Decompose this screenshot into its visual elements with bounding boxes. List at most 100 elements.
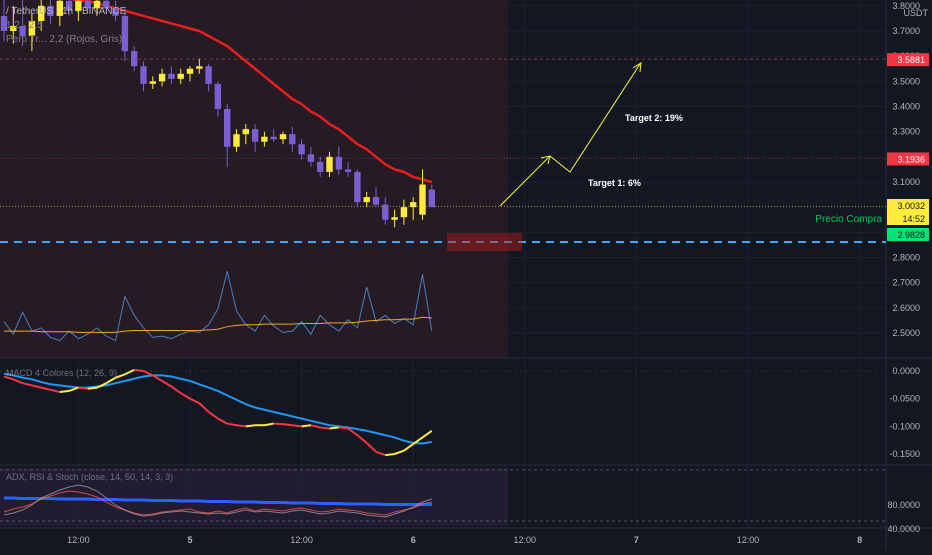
candle-body [400, 207, 408, 218]
candle-body [251, 129, 259, 142]
macd-signal-segment [180, 392, 191, 400]
candle-body [428, 189, 435, 208]
macd-signal-segment [115, 373, 126, 379]
macd-signal-segment [143, 370, 154, 377]
volume-line [3, 271, 433, 342]
candle-body [103, 0, 110, 9]
candle-body [344, 169, 352, 172]
candle-body [177, 73, 184, 79]
moving-average [70, 0, 433, 184]
adx-tick: 40.0000 [887, 524, 920, 534]
adx-axis[interactable]: 80.0000 40.0000 [887, 500, 920, 534]
projection-arrow [499, 63, 641, 207]
macd-signal-segment [273, 422, 284, 426]
macd-signal-segment [356, 434, 368, 444]
time-tick: 12:00 [67, 535, 90, 545]
candle-body [75, 0, 82, 11]
history-shading [0, 0, 508, 358]
buy-zone [447, 233, 522, 251]
candle-body [112, 8, 119, 16]
adx-pane [0, 469, 886, 522]
candles [0, 0, 435, 228]
target-2-label: Target 2: 19% [625, 113, 683, 123]
adx-tick: 80.0000 [887, 500, 920, 510]
time-tick: 6 [411, 535, 416, 545]
candle-body [38, 5, 45, 21]
macd-signal-segment [3, 375, 14, 381]
candle-body [242, 129, 249, 135]
candle-body [354, 171, 361, 203]
candle-body [196, 66, 203, 69]
macd-signal-segment [208, 411, 219, 420]
macd-signal-segment [412, 436, 424, 445]
macd-signal-segment [22, 382, 33, 387]
candle-body [84, 0, 91, 9]
time-tick: 8 [857, 535, 862, 545]
target-2-level-tag-label: 3.5881 [897, 55, 925, 65]
price-level-tags: 3.5881 3.1936 3.0032 14:52 2.9828 [887, 53, 929, 241]
macd-signal-segment [161, 380, 172, 388]
macd-signal-segment [301, 424, 312, 428]
volume-ma-line [4, 316, 432, 333]
target-1-level-tag [887, 152, 929, 166]
price-tick: 3.7000 [892, 26, 920, 36]
time-tick: 7 [634, 535, 639, 545]
macd-signal-segment [385, 453, 395, 457]
time-axis[interactable]: 12:00 5 12:00 6 12:00 7 12:00 8 [67, 535, 862, 545]
candle-body [168, 73, 175, 79]
candle-body [149, 81, 156, 84]
macd-signal-segment [310, 424, 321, 429]
macd-signal-segment [68, 386, 79, 392]
macd-tick: -0.1000 [889, 421, 920, 431]
macd-signal-segment [217, 417, 228, 425]
macd-signal-segment [394, 449, 405, 455]
grid [0, 0, 886, 528]
indicator-line-1: 1,2 · 2,5 [6, 20, 43, 31]
target-2-level-tag [887, 53, 929, 67]
candle-body [382, 204, 389, 220]
stoch-line [3, 484, 432, 518]
macd-tick: 0.0000 [892, 366, 920, 376]
time-tick: 12:00 [514, 535, 537, 545]
candle-body [28, 20, 36, 37]
macd-signal-segment [152, 374, 163, 382]
price-tick: 2.5000 [892, 328, 920, 338]
macd-signal-segment [375, 450, 386, 457]
macd-signal-segment [264, 422, 274, 427]
buy-level-tag [887, 228, 929, 241]
price-tick: 2.6000 [892, 303, 920, 313]
candle-body [307, 154, 315, 162]
volume-pane [3, 271, 433, 342]
symbol-title[interactable]: / TetherUS · 1h · BINANCE [6, 6, 127, 17]
macd-signal-segment [403, 443, 414, 452]
candle-body [317, 161, 324, 172]
ma-line [70, 0, 433, 184]
macd-tick: -0.0500 [889, 394, 920, 404]
price-tick: 3.8000 [892, 1, 920, 11]
macd-signal-segment [170, 385, 182, 394]
price-tick: 2.7000 [892, 278, 920, 288]
candle-body [158, 73, 166, 82]
macd-signal-segment [12, 378, 23, 385]
candle-body [205, 66, 212, 84]
price-tick: 3.5000 [892, 76, 920, 86]
candle-body [121, 15, 129, 52]
candle-body [335, 156, 342, 170]
candle-body [19, 25, 26, 37]
candle-body [261, 136, 268, 142]
macd-signal-segment [366, 442, 377, 453]
candle-body [233, 134, 240, 147]
macd-axis[interactable]: 0.0000 -0.0500 -0.1000 -0.1500 [889, 366, 920, 459]
macd-signal-segment [124, 368, 135, 376]
rsi-line [3, 490, 432, 516]
candle-body [326, 156, 333, 172]
macd-pane [0, 368, 886, 457]
macd-fast-line [3, 372, 432, 445]
macd-signal-segment [50, 388, 61, 393]
macd-signal-segment [245, 424, 256, 428]
macd-signal-segment [105, 376, 117, 385]
candle-body [270, 136, 277, 140]
arrowhead-2 [632, 62, 642, 73]
